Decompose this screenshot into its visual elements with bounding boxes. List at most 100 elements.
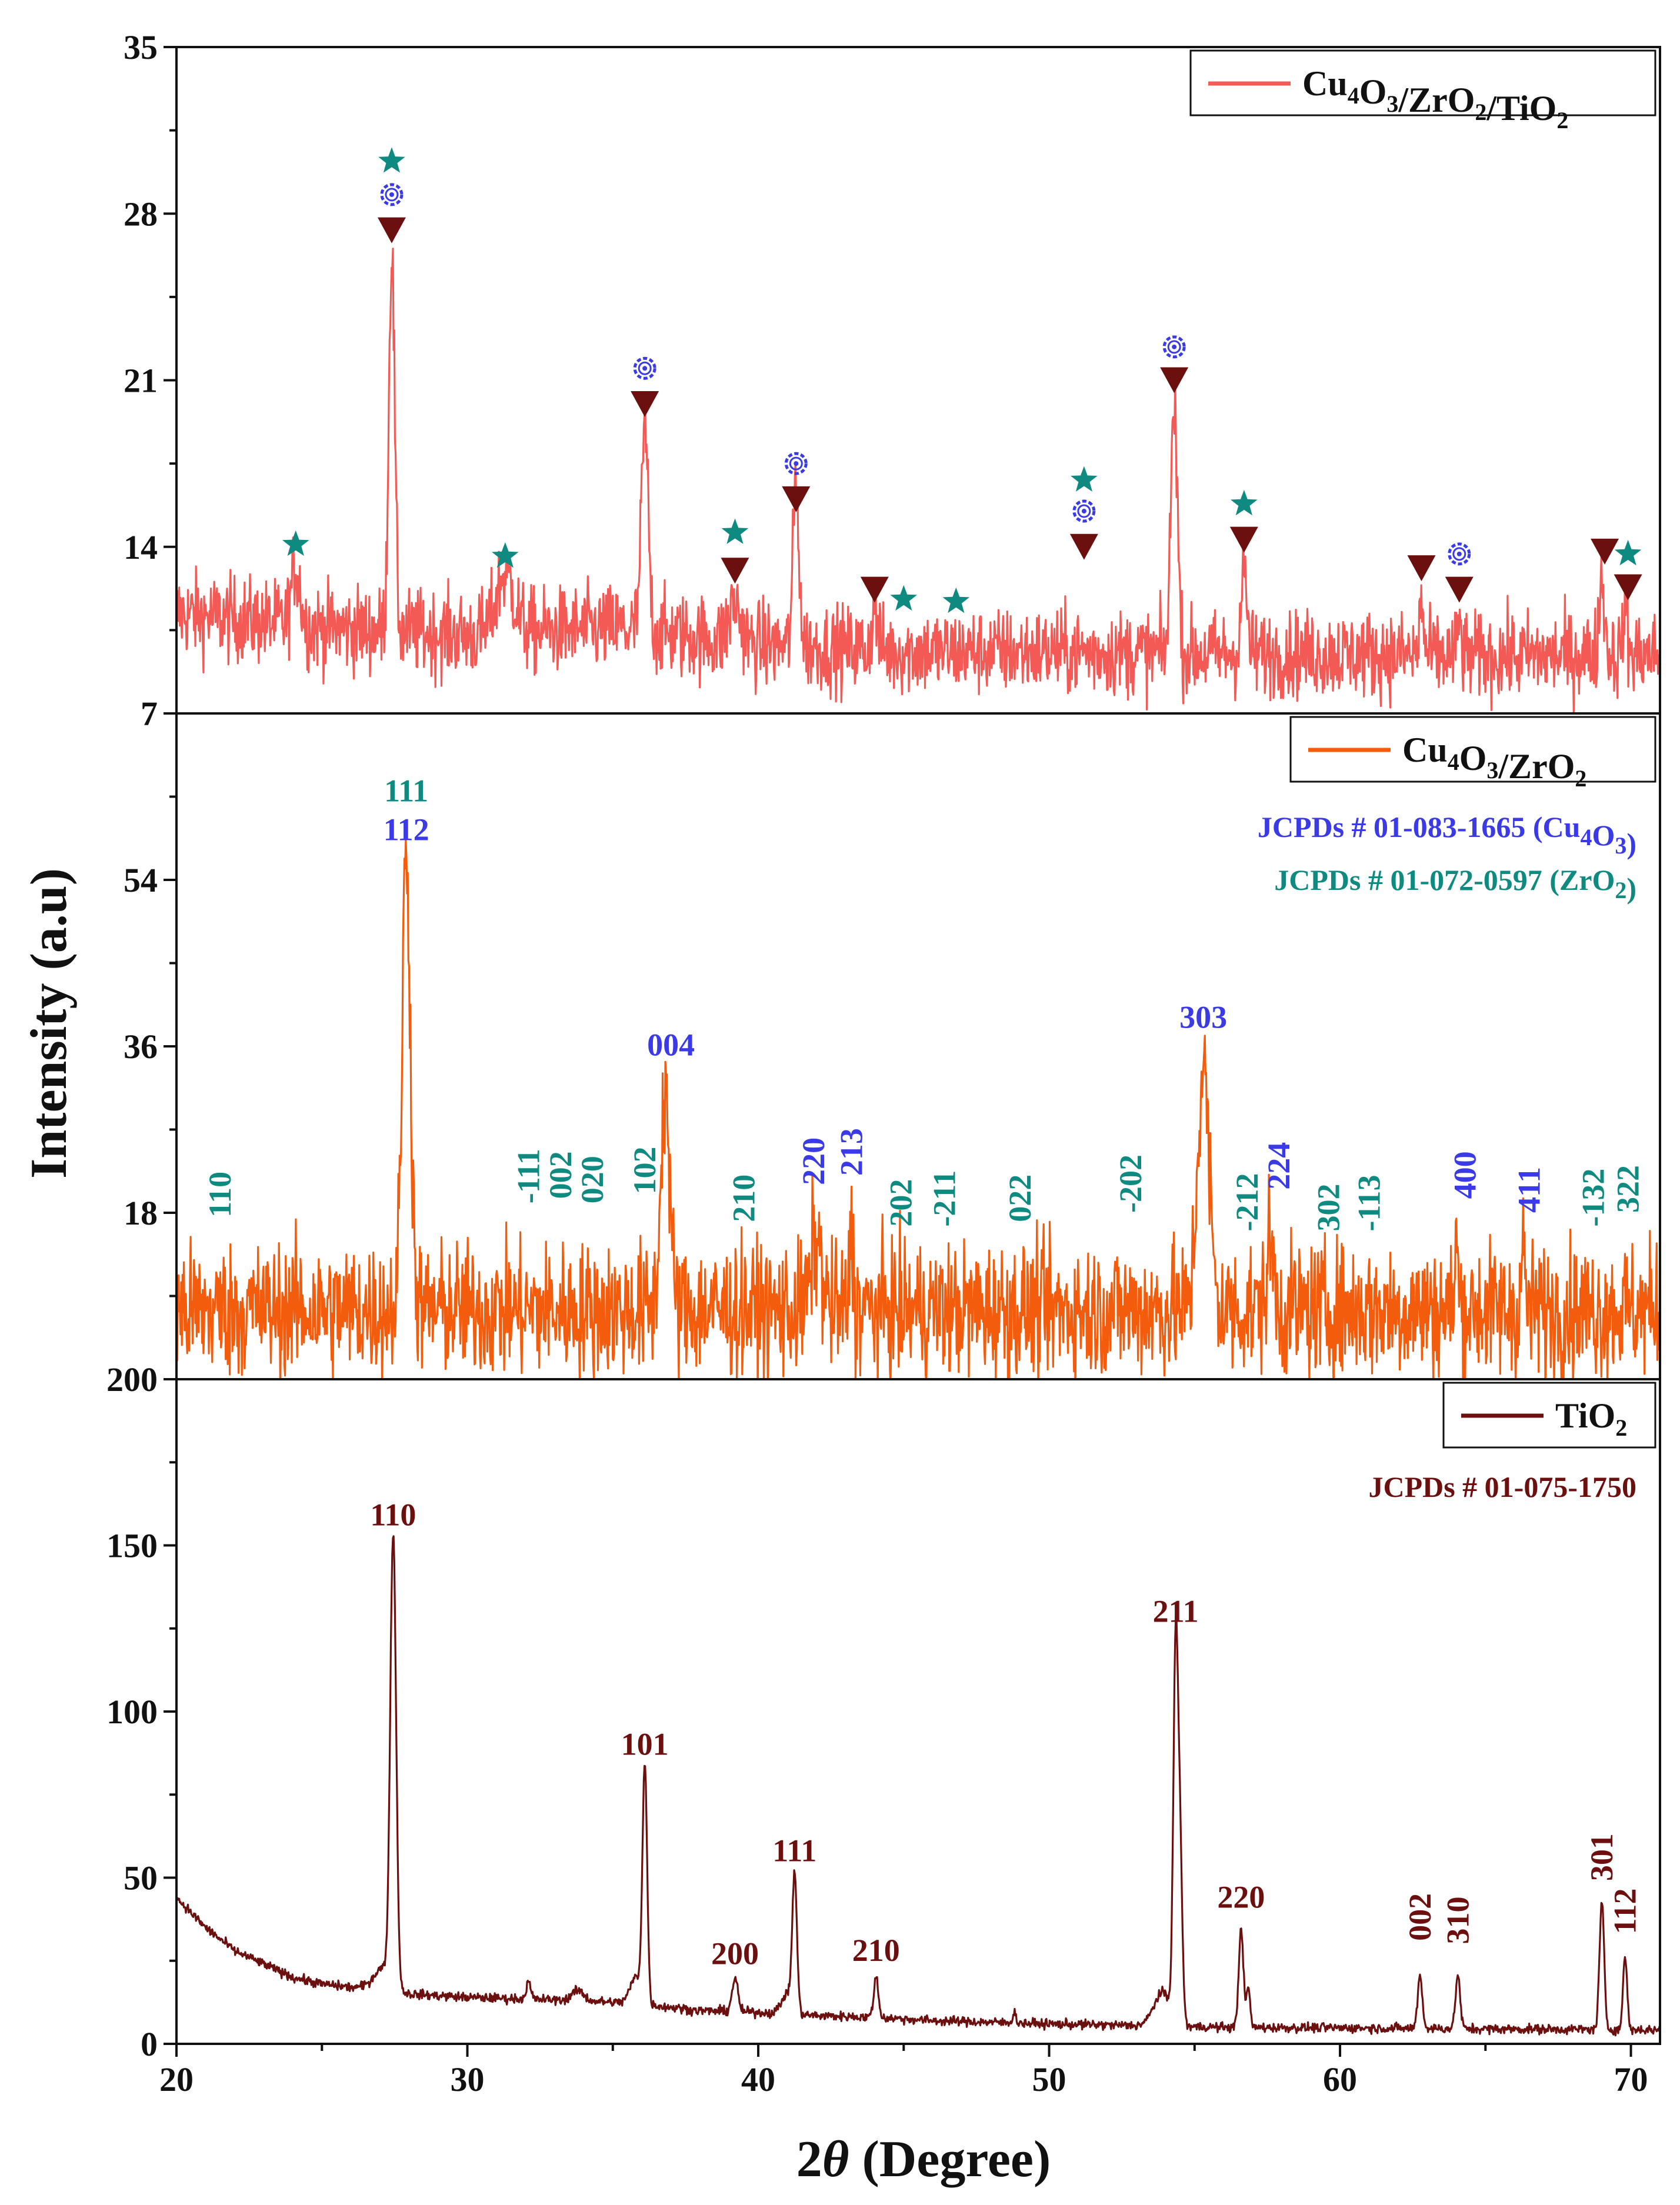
tio2-triangle-marker [1229,526,1258,553]
tio2-triangle-marker [1407,555,1436,582]
x-axis-label-theta: θ [822,2131,849,2188]
cog-ring [784,452,808,475]
x-tick-label: 40 [741,2060,775,2099]
peak-label: 303 [1179,1000,1227,1035]
legend-subscript: 4 [1348,82,1359,109]
tio2-triangle-marker [1591,538,1619,565]
legend-subscript: 2 [1575,765,1586,792]
cog-ring [1162,335,1186,359]
tio2-triangle-marker [860,576,889,603]
legend-label: Cu4O3/ZrO2 [1402,730,1586,792]
x-axis-label-suffix: (Degree) [849,2131,1051,2188]
cu4o3-cog-marker [633,356,656,380]
tio2-triangle-marker [1160,367,1189,393]
jcpds-reference: JCPDs # 01-072-0597 (ZrO2) [1274,863,1636,905]
tio2-triangle-marker [782,486,811,512]
peak-label: -202 [1113,1155,1148,1213]
peak-label: 022 [1002,1175,1038,1222]
cog-inner [789,456,803,471]
y-tick-label: 200 [106,1360,158,1399]
legend-label: TiO2 [1555,1396,1627,1441]
zro2-star-marker [890,585,918,611]
y-ticks-tio2: 0 50 100 150 200 [106,1360,176,2063]
y-tick-label: 50 [124,1859,158,1897]
peak-label: -132 [1575,1169,1611,1227]
peak-label: 210 [852,1933,900,1968]
tio2-triangle-marker [721,558,749,584]
peak-label: 002 [1402,1893,1438,1941]
peak-label: 224 [1261,1142,1296,1190]
y-tick-label: 14 [124,528,158,566]
cog-center [642,366,648,371]
zro2-star-marker [1071,466,1098,492]
jcpds-text: ) [1626,827,1636,860]
y-tick-label: 36 [124,1028,158,1066]
peak-label: 310 [1440,1897,1475,1944]
legend-text-part: /TiO [1486,89,1556,128]
cu4o3-cog-marker [784,452,808,475]
legend-text-part: O [1359,72,1387,111]
legend-text-part: O [1459,739,1487,778]
peak-label: 110 [370,1497,416,1533]
peak-labels-tio2: 110 101 200 111 210 211 220 002 310 301 112 [370,1497,1642,1972]
jcpds-text: O [1592,819,1615,852]
phase-markers [282,147,1642,613]
y-axis-label: Intensity (a.u) [21,868,78,1179]
peak-label: 202 [883,1179,918,1227]
peak-label: 210 [726,1175,761,1222]
peak-label: 211 [1153,1593,1199,1629]
series-line-tio2 [176,1535,1660,2037]
jcpds-subscript: 4 [1580,824,1592,850]
legend-binary: Cu4O3/ZrO2 [1289,716,1656,792]
peak-label: -212 [1229,1173,1265,1231]
peak-label: 400 [1448,1151,1483,1199]
peak-label: -111 [511,1149,546,1203]
cog-center [1456,551,1462,556]
tio2-triangle-marker [1614,574,1642,601]
peak-label: 213 [834,1128,869,1176]
zro2-star-marker [492,542,519,568]
cu4o3-cog-marker [1072,499,1096,523]
tio2-triangle-marker [377,217,406,243]
peak-label: 101 [621,1726,669,1762]
zro2-star-marker [721,518,749,544]
peak-label: 220 [796,1137,831,1185]
peak-label: -113 [1351,1175,1386,1231]
zro2-star-marker [1231,489,1258,516]
legend-subscript: 3 [1486,757,1498,783]
jcpds-subscript: 2 [1615,877,1626,903]
cog-center [389,192,394,197]
cog-inner [1452,547,1466,561]
legend-text-part: /ZrO [1398,81,1475,119]
tio2-triangle-marker [1069,533,1098,560]
series-line-binary [176,839,1660,1379]
panel-tio2: 0 50 100 150 200 TiO2 JCPDs # 01-075-1750 110 10… [106,1360,1661,2063]
cog-inner [1077,504,1091,518]
peak-label: 301 [1584,1833,1619,1881]
y-tick-label: 18 [124,1194,158,1232]
cog-ring [1072,499,1096,523]
legend-tio2: TiO2 [1442,1382,1656,1449]
jcpds-text: JCPDs # 01-083-1665 (Cu [1258,810,1581,843]
cu4o3-cog-marker [380,183,404,206]
y-ticks-composite: 7 14 21 28 35 [124,28,176,733]
peak-label: 002 [543,1151,578,1199]
cog-ring [1448,542,1471,566]
peak-label: 102 [627,1147,662,1195]
x-tick-label: 50 [1032,2060,1066,2099]
cog-ring [380,183,404,206]
legend-text-part: /ZrO [1498,747,1575,786]
y-tick-label: 28 [124,195,158,233]
cog-inner [638,361,652,375]
legend-box [1189,49,1656,116]
y-tick-label: 0 [141,2025,158,2063]
zro2-star-marker [942,587,970,613]
y-tick-label: 100 [106,1693,158,1731]
peak-label: 112 [1608,1889,1643,1934]
legend-subscript: 3 [1386,91,1398,117]
peak-label: -211 [927,1170,962,1227]
legend-subscript: 2 [1556,107,1568,134]
zro2-star-marker [1614,539,1642,566]
